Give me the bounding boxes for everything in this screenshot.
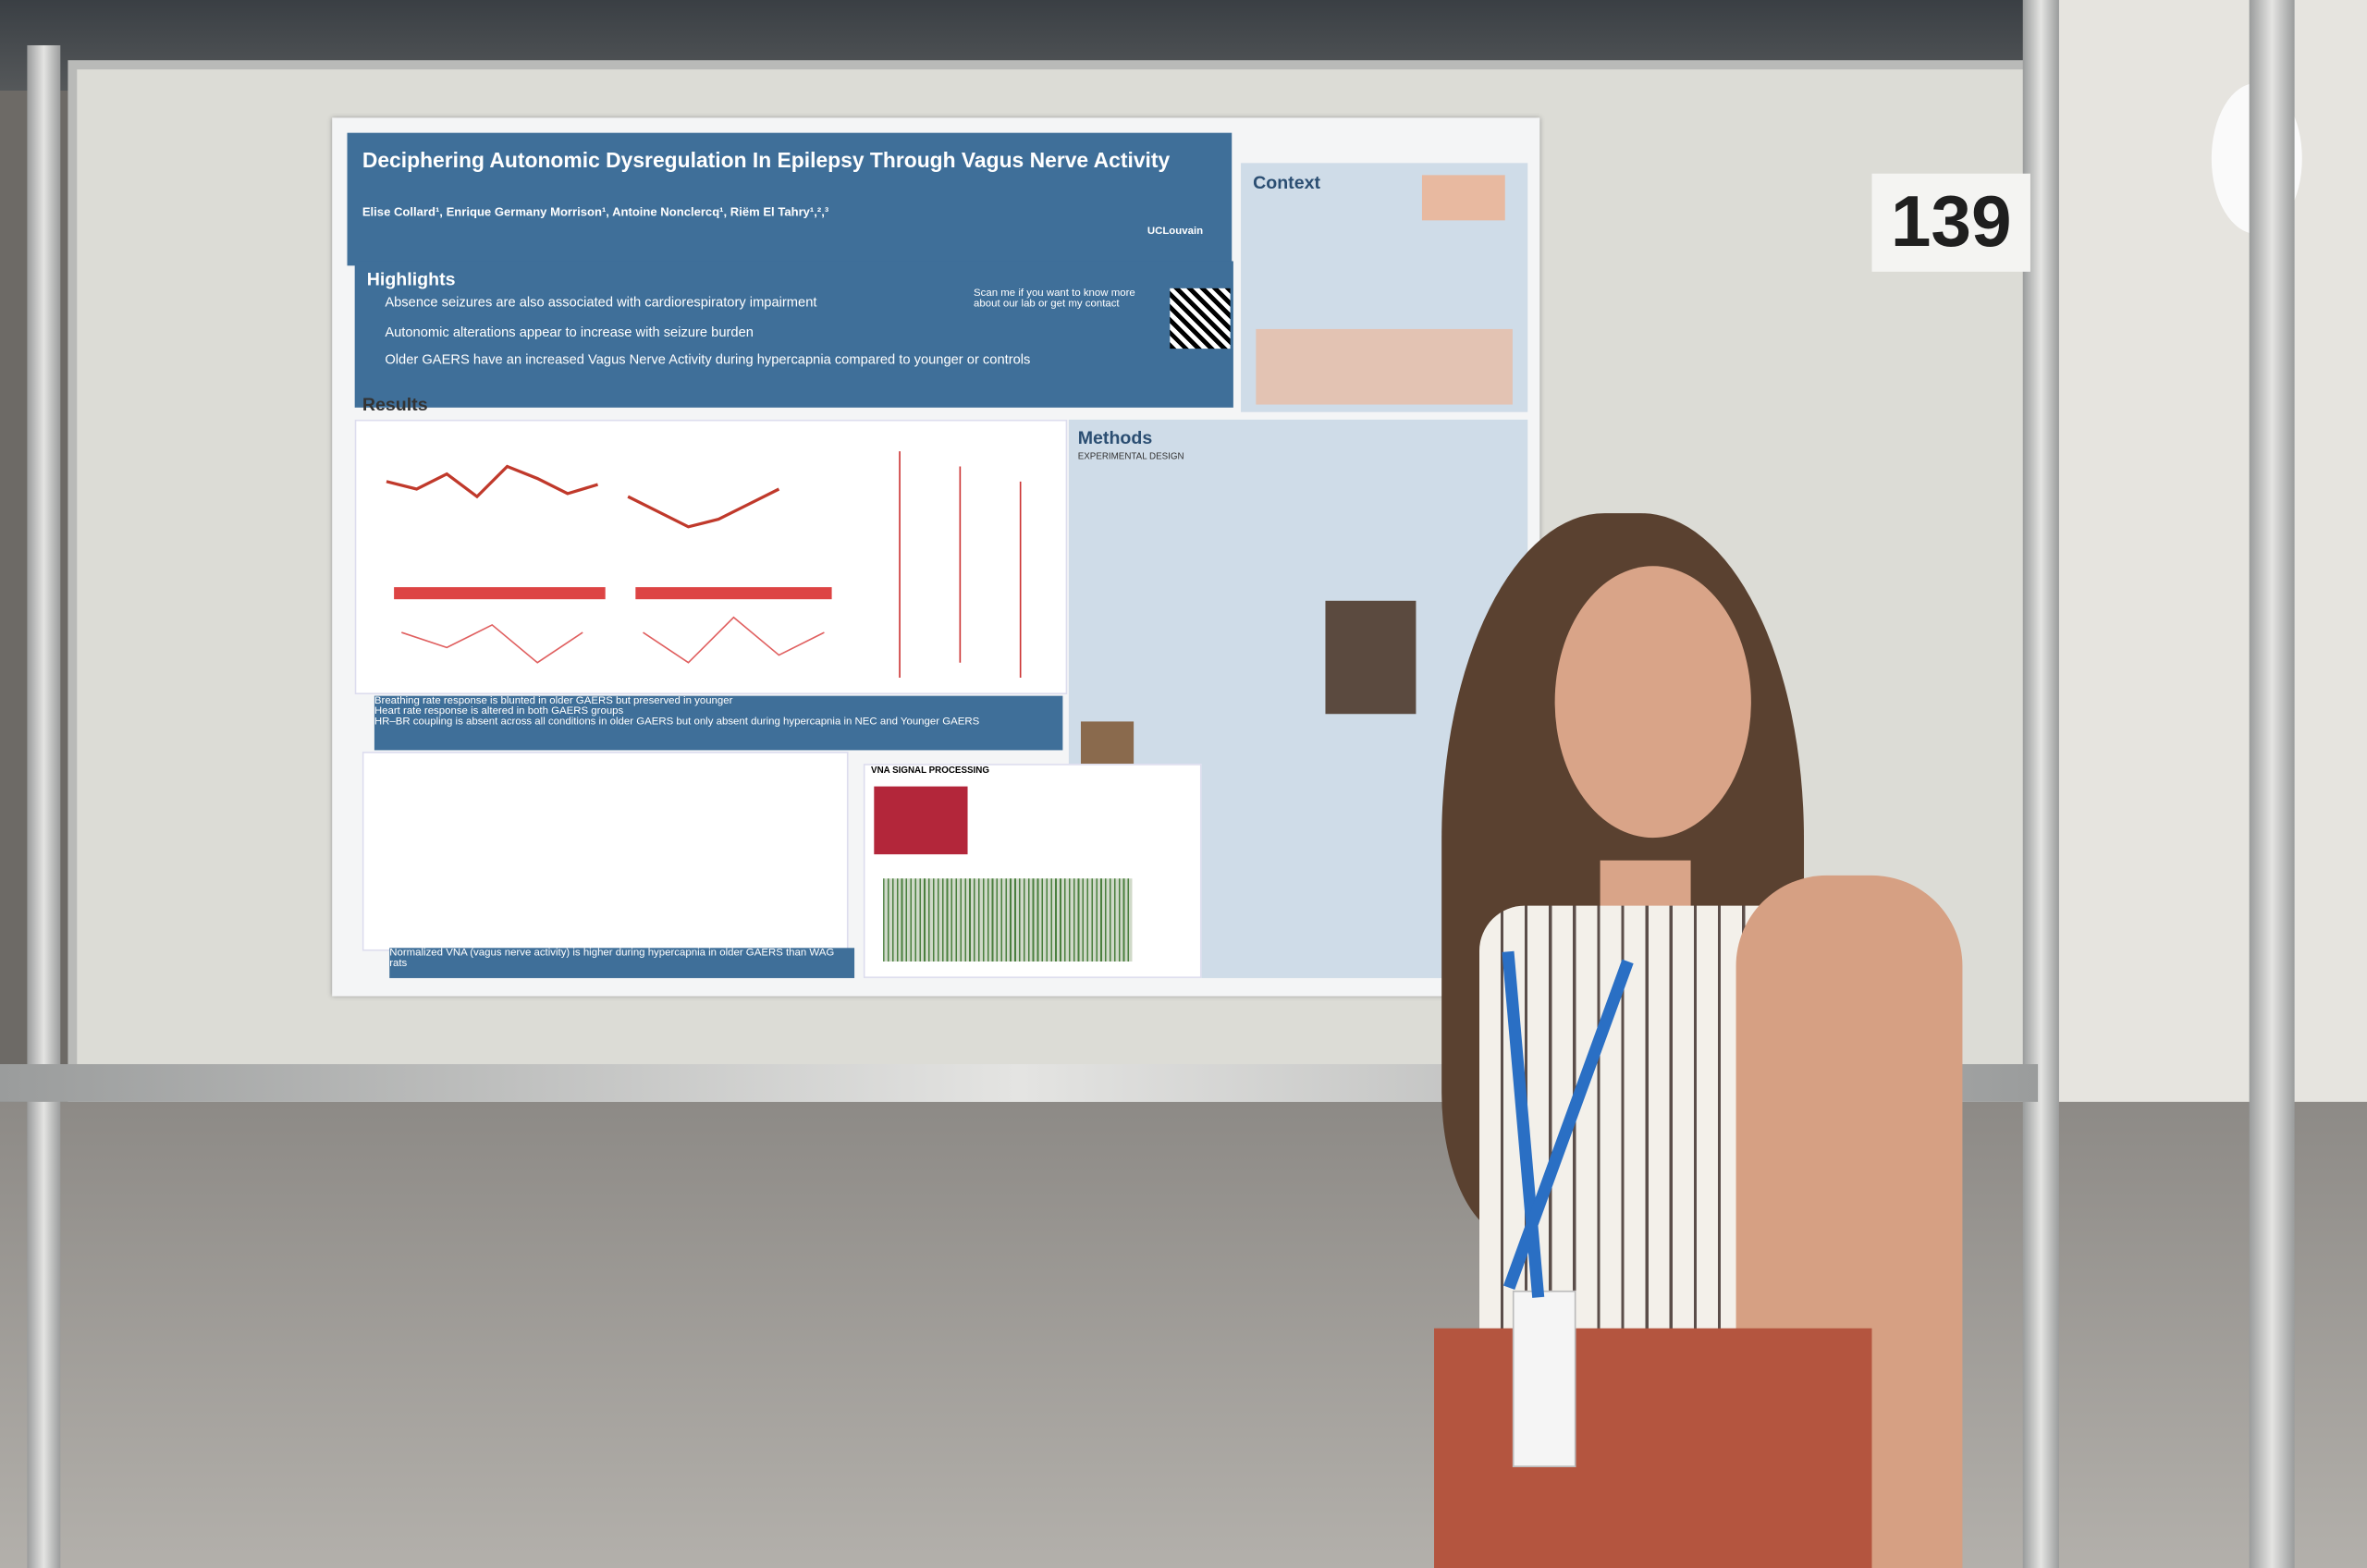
poster: Deciphering Autonomic Dysregulation In E… bbox=[332, 117, 1540, 997]
anatomy-figure bbox=[1256, 328, 1513, 405]
summary-line: Heart rate response is altered in both G… bbox=[374, 706, 624, 717]
context-heading: Context bbox=[1253, 172, 1321, 193]
results-figures bbox=[354, 419, 1068, 695]
face bbox=[1554, 566, 1751, 839]
qr-text: Scan me if you want to know more about o… bbox=[974, 288, 1135, 310]
context-panel: Context bbox=[1241, 163, 1528, 412]
highlight: Autonomic alterations appear to increase… bbox=[385, 325, 754, 340]
poster-title: Deciphering Autonomic Dysregulation In E… bbox=[362, 147, 1171, 173]
results-heading: Results bbox=[362, 394, 428, 415]
qr-code bbox=[1170, 288, 1231, 349]
highlight: Older GAERS have an increased Vagus Nerv… bbox=[385, 351, 1031, 367]
nerve-photo bbox=[874, 786, 968, 855]
authors: Elise Collard¹, Enrique Germany Morrison… bbox=[362, 205, 829, 219]
logo: UCLouvain bbox=[1147, 226, 1204, 238]
skirt bbox=[1434, 1328, 1872, 1568]
vna-processing: VNA SIGNAL PROCESSING bbox=[863, 764, 1202, 978]
floor bbox=[0, 1101, 2367, 1568]
methods-subheading: EXPERIMENTAL DESIGN bbox=[1077, 452, 1184, 462]
summary-line: Breathing rate response is blunted in ol… bbox=[374, 695, 733, 707]
results-plots bbox=[386, 451, 1022, 679]
results-summary: Breathing rate response is blunted in ol… bbox=[374, 695, 1063, 751]
bottom-summary: Normalized VNA (vagus nerve activity) is… bbox=[389, 948, 855, 978]
setup-photo bbox=[1325, 600, 1417, 715]
pole bbox=[2249, 0, 2295, 1568]
highlights-panel: Highlights Absence seizures are also ass… bbox=[354, 261, 1233, 408]
pole bbox=[27, 44, 61, 1568]
badge bbox=[1512, 1290, 1576, 1467]
highlights-heading: Highlights bbox=[366, 268, 456, 290]
wall bbox=[2038, 0, 2367, 1118]
methods-heading: Methods bbox=[1077, 427, 1153, 448]
vna-heading: VNA SIGNAL PROCESSING bbox=[871, 766, 989, 777]
title-banner: Deciphering Autonomic Dysregulation In E… bbox=[347, 132, 1233, 266]
brain-figure bbox=[1421, 175, 1505, 221]
summary-line: HR–BR coupling is absent across all cond… bbox=[374, 717, 980, 728]
vna-plots bbox=[362, 752, 849, 951]
highlight: Absence seizures are also associated wit… bbox=[385, 294, 817, 310]
signal-trace bbox=[883, 878, 1133, 962]
board-number: 139 bbox=[1871, 173, 2030, 272]
